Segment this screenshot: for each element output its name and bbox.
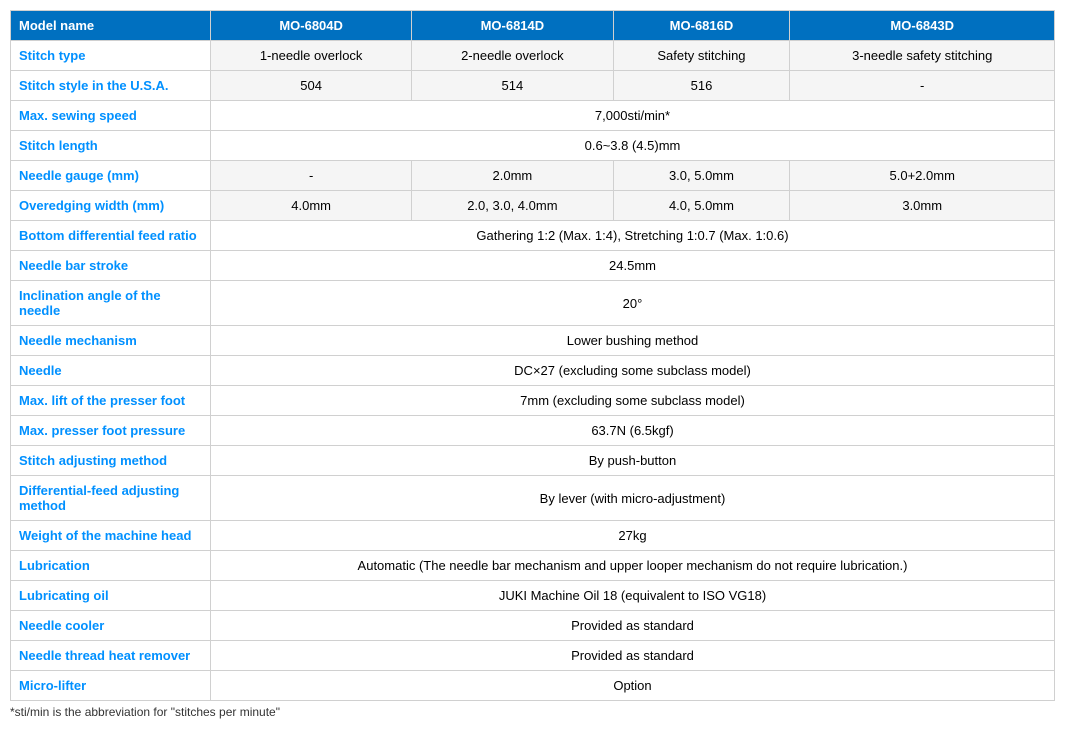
row-label: Stitch type [11, 41, 211, 71]
table-row: Needle bar stroke24.5mm [11, 251, 1055, 281]
table-row: Micro-lifterOption [11, 671, 1055, 701]
header-model-name: Model name [11, 11, 211, 41]
row-label: Needle [11, 356, 211, 386]
table-row: Differential-feed adjusting methodBy lev… [11, 476, 1055, 521]
header-model-3: MO-6843D [790, 11, 1055, 41]
table-row: Bottom differential feed ratioGathering … [11, 221, 1055, 251]
spec-cell: 5.0+2.0mm [790, 161, 1055, 191]
row-label: Overedging width (mm) [11, 191, 211, 221]
header-model-0: MO-6804D [211, 11, 412, 41]
footnote: *sti/min is the abbreviation for "stitch… [10, 705, 1055, 719]
row-label: Lubricating oil [11, 581, 211, 611]
table-row: Inclination angle of the needle20° [11, 281, 1055, 326]
spec-cell: 4.0, 5.0mm [613, 191, 790, 221]
table-row: Weight of the machine head27kg [11, 521, 1055, 551]
spec-cell: Safety stitching [613, 41, 790, 71]
spec-cell: Automatic (The needle bar mechanism and … [211, 551, 1055, 581]
row-label: Inclination angle of the needle [11, 281, 211, 326]
row-label: Stitch length [11, 131, 211, 161]
spec-cell: Gathering 1:2 (Max. 1:4), Stretching 1:0… [211, 221, 1055, 251]
spec-cell: 7mm (excluding some subclass model) [211, 386, 1055, 416]
table-row: Stitch adjusting methodBy push-button [11, 446, 1055, 476]
table-row: Needle coolerProvided as standard [11, 611, 1055, 641]
spec-cell: 7,000sti/min* [211, 101, 1055, 131]
spec-cell: Lower bushing method [211, 326, 1055, 356]
table-row: LubricationAutomatic (The needle bar mec… [11, 551, 1055, 581]
row-label: Lubrication [11, 551, 211, 581]
spec-cell: By push-button [211, 446, 1055, 476]
spec-cell: JUKI Machine Oil 18 (equivalent to ISO V… [211, 581, 1055, 611]
spec-cell: 3.0mm [790, 191, 1055, 221]
row-label: Needle mechanism [11, 326, 211, 356]
table-row: Max. sewing speed7,000sti/min* [11, 101, 1055, 131]
spec-cell: DC×27 (excluding some subclass model) [211, 356, 1055, 386]
spec-cell: 514 [412, 71, 613, 101]
spec-cell: Provided as standard [211, 641, 1055, 671]
table-row: Stitch type1-needle overlock2-needle ove… [11, 41, 1055, 71]
spec-cell: Provided as standard [211, 611, 1055, 641]
table-row: Needle gauge (mm)-2.0mm3.0, 5.0mm5.0+2.0… [11, 161, 1055, 191]
row-label: Needle cooler [11, 611, 211, 641]
table-row: Stitch style in the U.S.A.504514516- [11, 71, 1055, 101]
table-row: Needle thread heat removerProvided as st… [11, 641, 1055, 671]
table-row: Needle mechanismLower bushing method [11, 326, 1055, 356]
row-label: Needle bar stroke [11, 251, 211, 281]
spec-cell: 504 [211, 71, 412, 101]
table-header-row: Model name MO-6804D MO-6814D MO-6816D MO… [11, 11, 1055, 41]
row-label: Micro-lifter [11, 671, 211, 701]
spec-cell: 63.7N (6.5kgf) [211, 416, 1055, 446]
row-label: Max. presser foot pressure [11, 416, 211, 446]
row-label: Bottom differential feed ratio [11, 221, 211, 251]
table-row: Max. presser foot pressure63.7N (6.5kgf) [11, 416, 1055, 446]
table-row: Max. lift of the presser foot7mm (exclud… [11, 386, 1055, 416]
row-label: Max. lift of the presser foot [11, 386, 211, 416]
table-row: Overedging width (mm)4.0mm2.0, 3.0, 4.0m… [11, 191, 1055, 221]
header-model-1: MO-6814D [412, 11, 613, 41]
header-model-2: MO-6816D [613, 11, 790, 41]
spec-cell: 0.6~3.8 (4.5)mm [211, 131, 1055, 161]
spec-cell: 4.0mm [211, 191, 412, 221]
spec-table: Model name MO-6804D MO-6814D MO-6816D MO… [10, 10, 1055, 701]
spec-cell: 24.5mm [211, 251, 1055, 281]
row-label: Max. sewing speed [11, 101, 211, 131]
row-label: Differential-feed adjusting method [11, 476, 211, 521]
row-label: Needle thread heat remover [11, 641, 211, 671]
row-label: Stitch style in the U.S.A. [11, 71, 211, 101]
spec-cell: - [211, 161, 412, 191]
spec-cell: 2.0mm [412, 161, 613, 191]
table-row: Stitch length0.6~3.8 (4.5)mm [11, 131, 1055, 161]
spec-cell: 1-needle overlock [211, 41, 412, 71]
spec-cell: 3-needle safety stitching [790, 41, 1055, 71]
spec-cell: 516 [613, 71, 790, 101]
spec-cell: - [790, 71, 1055, 101]
table-row: Lubricating oilJUKI Machine Oil 18 (equi… [11, 581, 1055, 611]
spec-cell: Option [211, 671, 1055, 701]
row-label: Needle gauge (mm) [11, 161, 211, 191]
spec-cell: 2-needle overlock [412, 41, 613, 71]
table-row: NeedleDC×27 (excluding some subclass mod… [11, 356, 1055, 386]
spec-cell: 2.0, 3.0, 4.0mm [412, 191, 613, 221]
spec-cell: 3.0, 5.0mm [613, 161, 790, 191]
spec-cell: 20° [211, 281, 1055, 326]
spec-cell: 27kg [211, 521, 1055, 551]
row-label: Weight of the machine head [11, 521, 211, 551]
spec-cell: By lever (with micro-adjustment) [211, 476, 1055, 521]
row-label: Stitch adjusting method [11, 446, 211, 476]
